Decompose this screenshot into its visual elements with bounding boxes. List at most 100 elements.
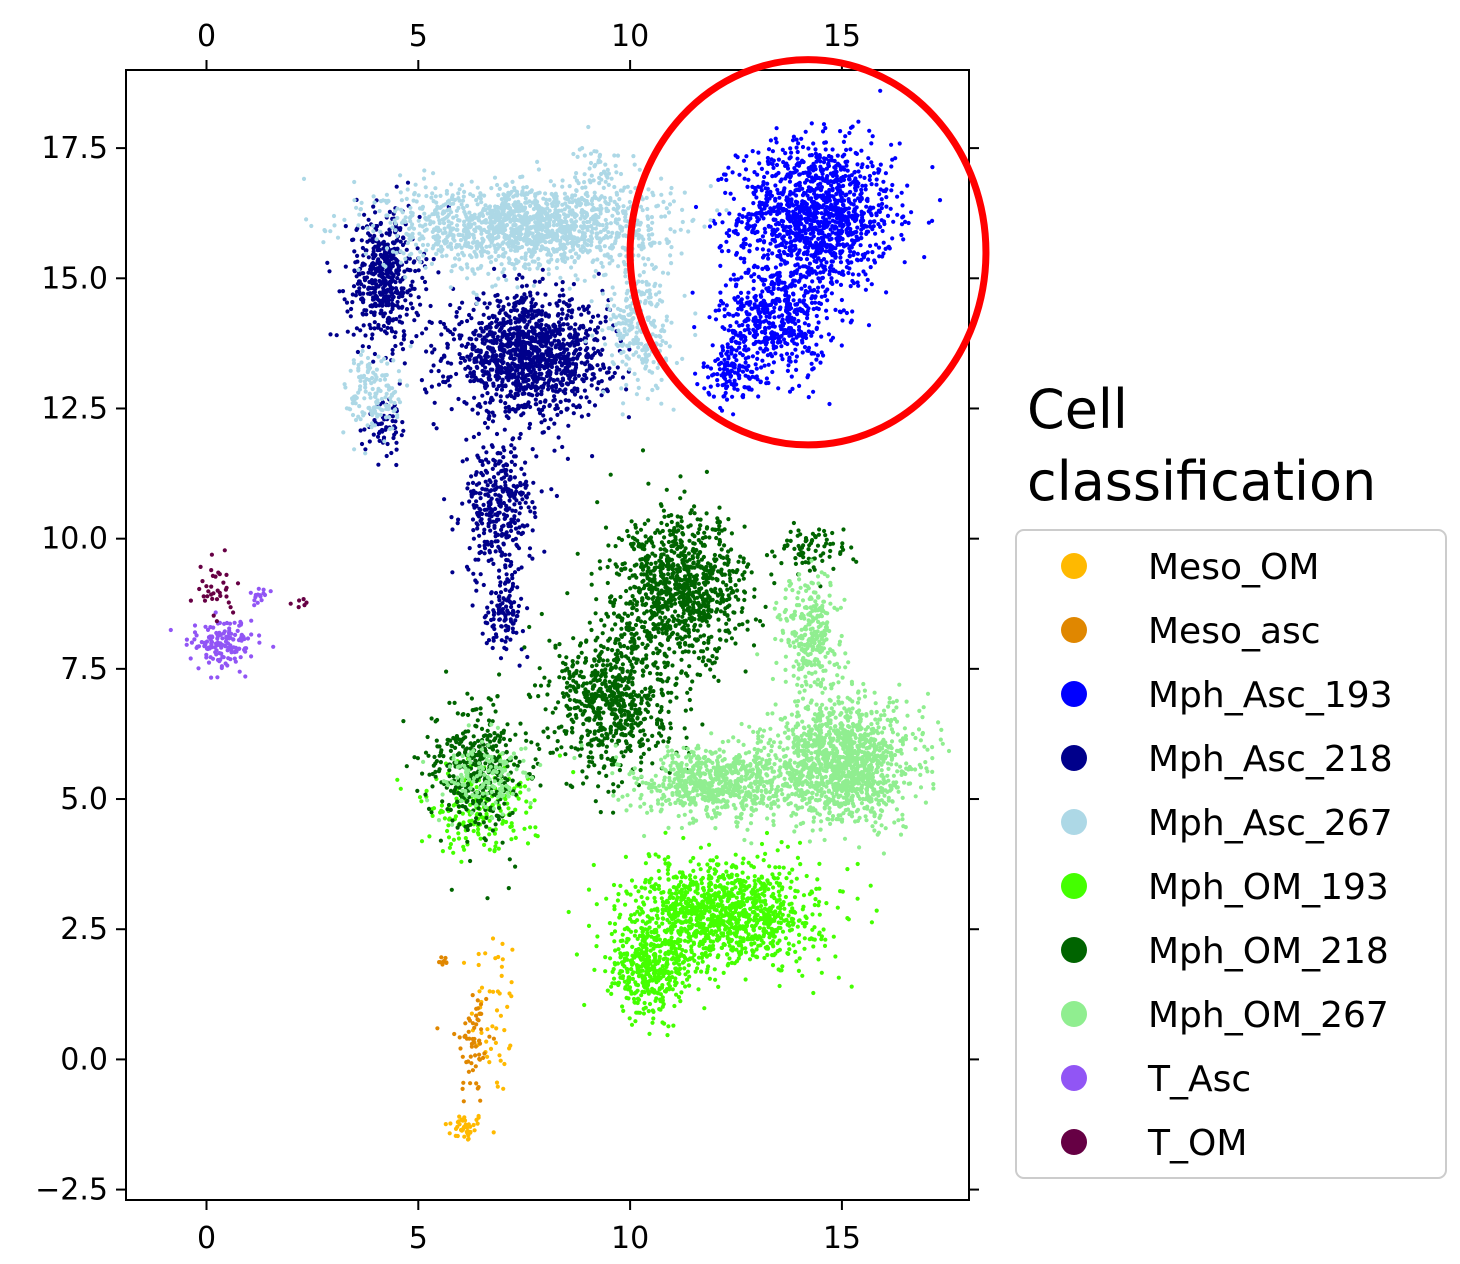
data-point: [519, 413, 524, 418]
data-point: [739, 336, 744, 341]
data-point: [773, 265, 779, 270]
data-point: [560, 287, 565, 292]
data-point: [587, 399, 592, 404]
data-point: [560, 444, 565, 450]
data-point: [492, 610, 497, 615]
data-point: [509, 517, 514, 522]
data-point: [785, 211, 790, 216]
data-point: [722, 357, 727, 362]
data-point: [826, 195, 831, 200]
data-point: [693, 371, 698, 376]
data-point: [469, 474, 474, 479]
data-point: [752, 329, 758, 334]
data-point: [508, 450, 514, 455]
data-point: [513, 342, 519, 348]
data-point: [762, 174, 767, 180]
data-point: [498, 1013, 503, 1018]
data-point: [501, 455, 506, 460]
data-point: [741, 237, 747, 242]
data-point: [414, 334, 419, 339]
data-point: [589, 383, 594, 388]
data-point: [822, 233, 827, 238]
data-point: [416, 268, 421, 273]
data-point: [855, 225, 860, 230]
data-point: [460, 501, 465, 506]
data-point: [471, 330, 476, 335]
data-point: [710, 343, 715, 348]
data-point: [517, 663, 522, 668]
data-point: [692, 325, 697, 330]
data-point: [573, 376, 578, 381]
data-point: [866, 323, 872, 328]
data-point: [530, 328, 536, 333]
data-point: [409, 340, 414, 345]
data-point: [524, 283, 529, 288]
data-point: [804, 257, 810, 262]
data-point: [471, 571, 476, 576]
data-point: [815, 265, 821, 270]
data-point: [729, 339, 734, 344]
data-point: [408, 301, 414, 306]
data-point: [584, 395, 589, 400]
data-point: [813, 194, 818, 199]
data-point: [779, 344, 784, 349]
data-point: [553, 357, 558, 362]
data-point: [416, 256, 421, 261]
data-point: [803, 290, 808, 295]
data-point: [479, 1030, 484, 1035]
data-point: [350, 300, 355, 305]
data-point: [596, 313, 601, 318]
data-point: [469, 1044, 474, 1049]
data-point: [542, 366, 547, 371]
data-point: [863, 183, 868, 188]
data-point: [366, 217, 371, 222]
data-point: [797, 248, 802, 253]
data-point: [359, 200, 364, 205]
data-point: [394, 270, 399, 275]
data-point: [814, 357, 819, 362]
data-point: [455, 1120, 460, 1125]
data-point: [381, 323, 386, 329]
data-point: [620, 375, 626, 380]
data-point: [451, 337, 457, 342]
data-point: [503, 563, 508, 568]
data-point: [600, 347, 605, 352]
data-point: [342, 297, 347, 302]
data-point: [510, 947, 515, 952]
data-point: [493, 293, 498, 298]
data-point: [754, 374, 759, 379]
data-point: [734, 312, 739, 317]
data-point: [802, 250, 808, 255]
data-point: [793, 246, 798, 251]
data-point: [493, 512, 498, 517]
data-point: [855, 258, 861, 263]
data-point: [448, 374, 453, 379]
data-point: [771, 158, 776, 163]
data-point: [524, 373, 529, 378]
data-point: [926, 220, 932, 225]
data-point: [499, 344, 504, 349]
data-point: [816, 228, 821, 233]
data-point: [835, 209, 840, 214]
data-point: [418, 249, 423, 254]
data-point: [859, 165, 864, 170]
data-point: [396, 305, 402, 310]
data-point: [530, 312, 535, 317]
data-point: [499, 973, 504, 979]
data-point: [393, 419, 398, 424]
data-point: [535, 353, 540, 359]
data-point: [746, 290, 751, 295]
data-point: [598, 320, 603, 325]
data-point: [436, 270, 441, 275]
data-point: [543, 292, 548, 297]
data-point: [439, 332, 444, 337]
data-point: [476, 297, 481, 302]
data-point: [579, 414, 585, 419]
data-point: [883, 171, 889, 176]
data-point: [474, 482, 479, 487]
data-point: [750, 228, 755, 233]
data-point: [571, 411, 576, 416]
data-point: [833, 171, 838, 177]
data-point: [862, 175, 867, 180]
data-point: [816, 320, 821, 325]
